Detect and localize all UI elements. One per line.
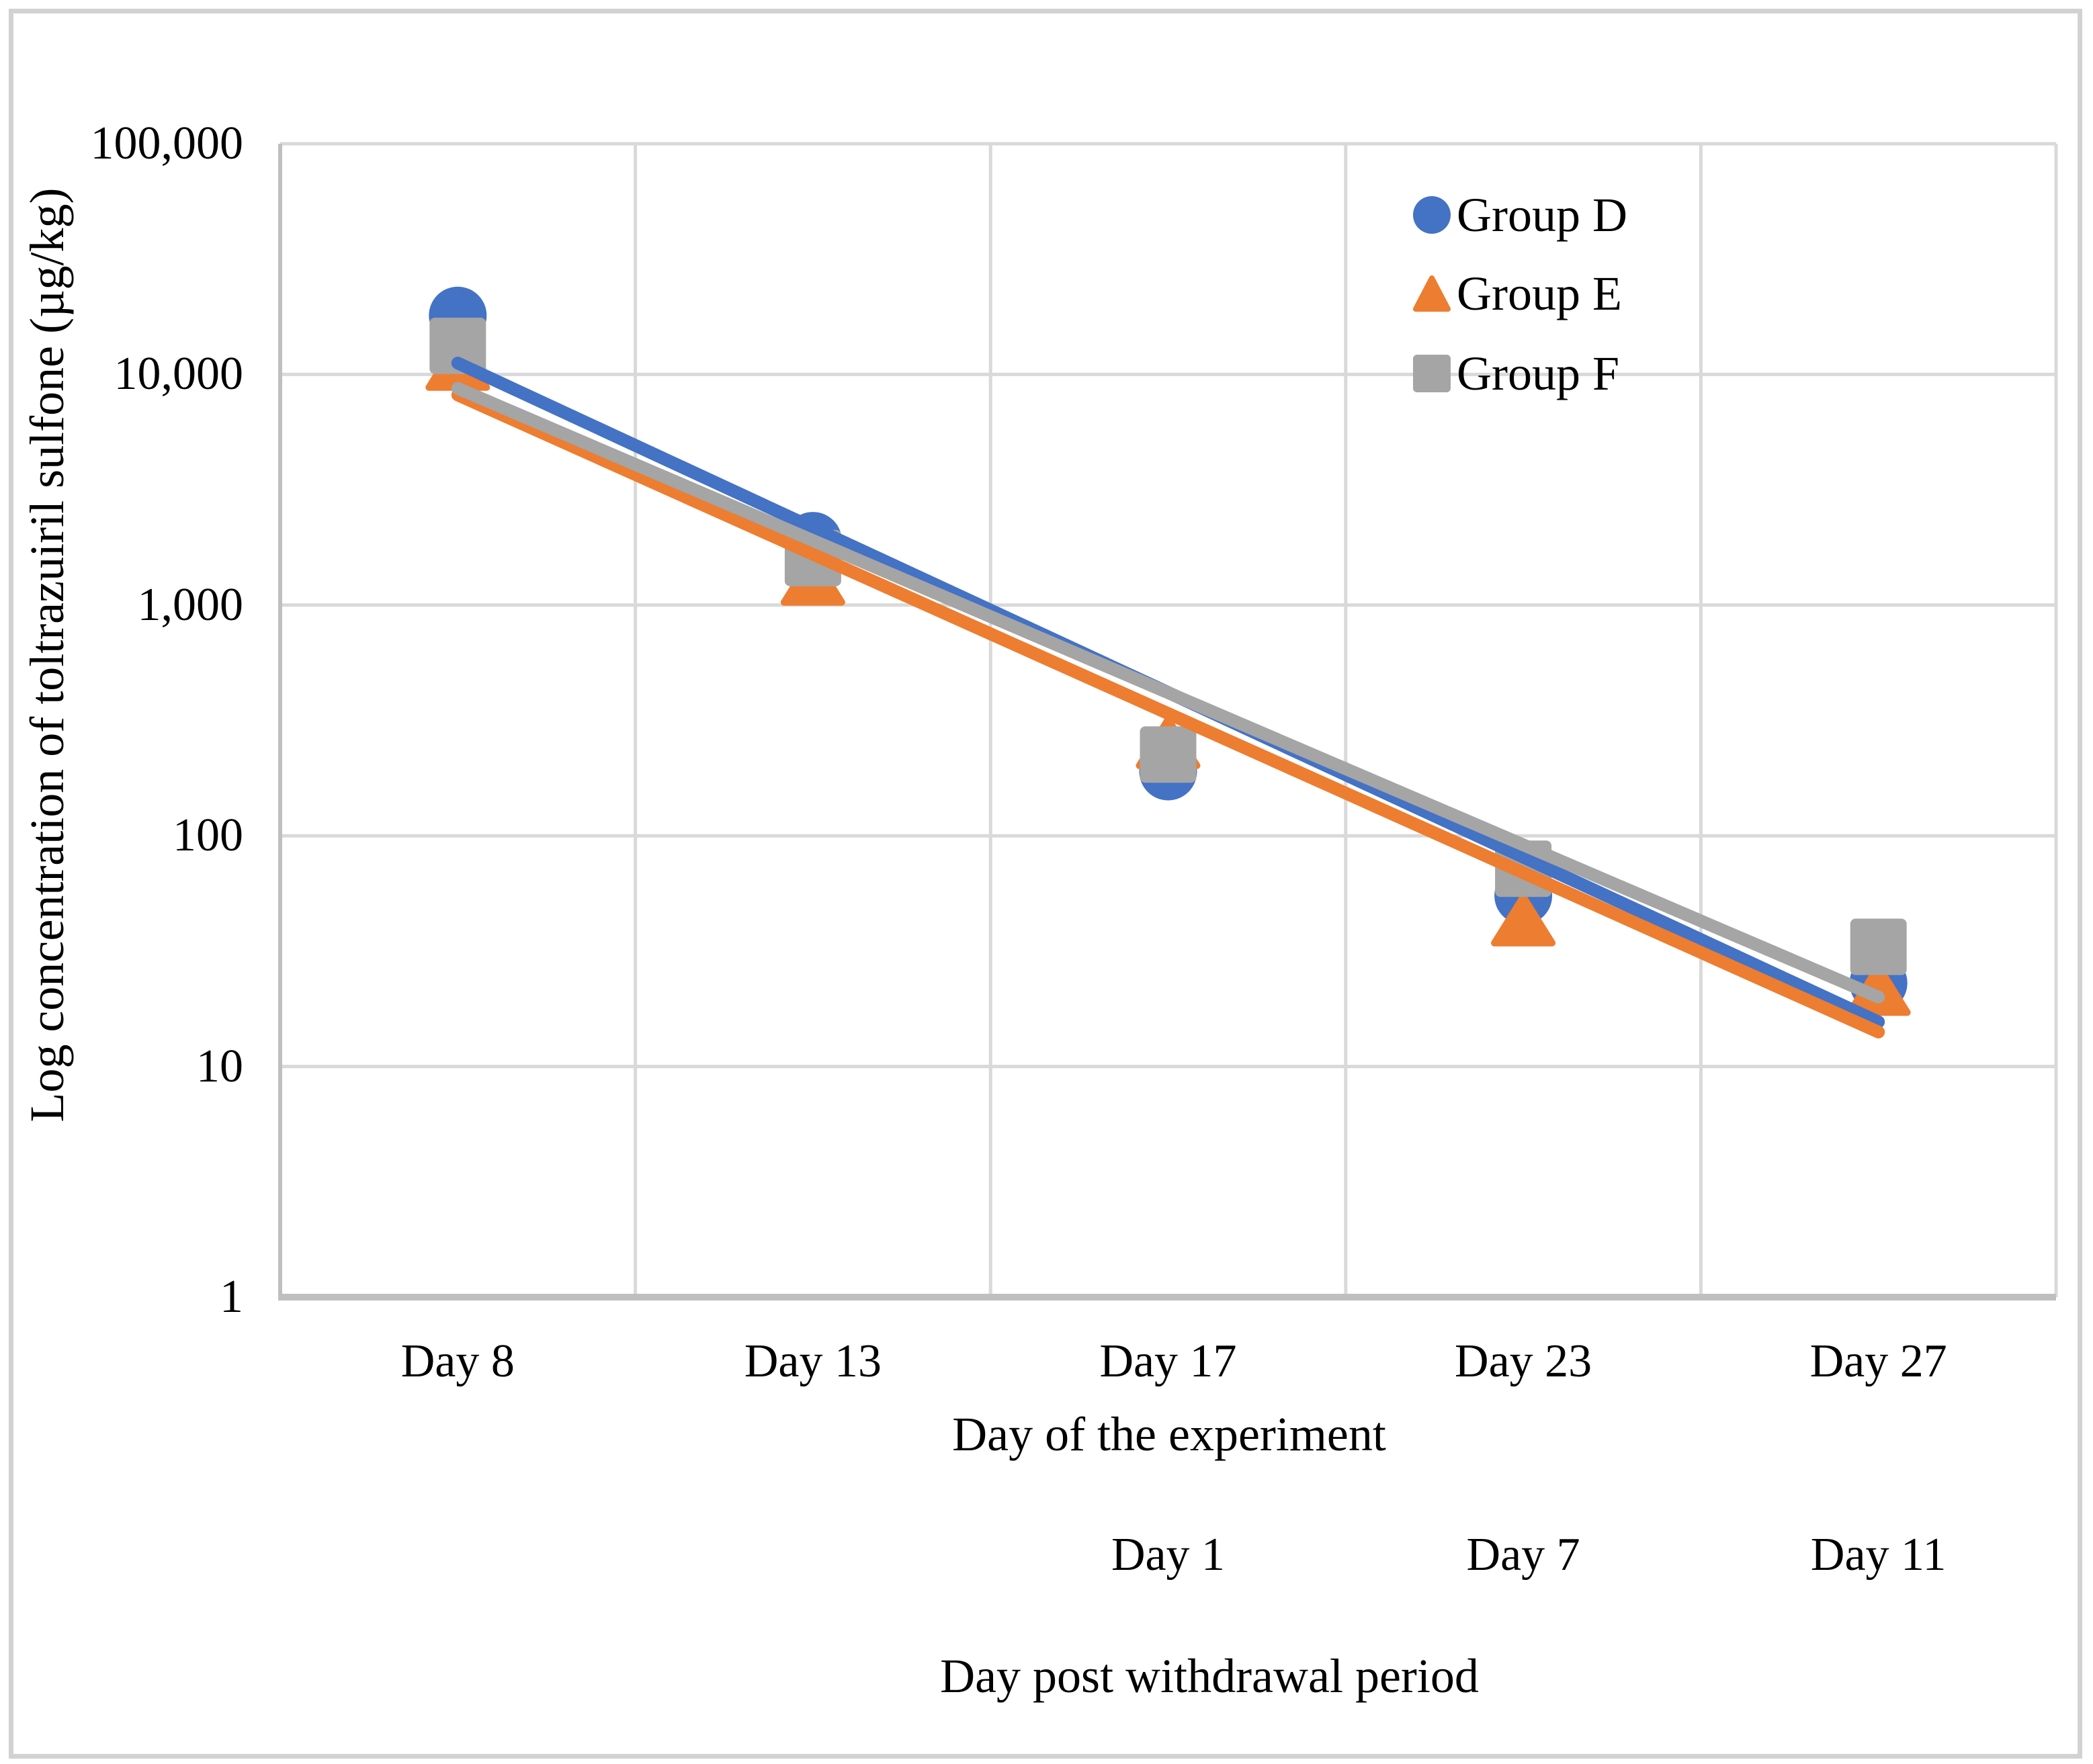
legend-circle-icon — [1413, 196, 1451, 234]
x-secondary-tick-label: Day 1 — [1111, 1529, 1226, 1581]
x-tick-label: Day 23 — [1455, 1335, 1592, 1387]
marker-triangle-group-e — [1491, 893, 1556, 946]
x-secondary-tick-label: Day 7 — [1466, 1529, 1580, 1581]
y-tick-label: 1 — [220, 1271, 243, 1323]
secondary-x-axis-title: Day post withdrawal period — [940, 1649, 1479, 1703]
trendline-group-e — [451, 388, 1885, 1039]
marker-square-group-f — [1140, 726, 1197, 783]
legend-marker-shape — [1413, 275, 1451, 312]
y-axis-title: Log concentration of toltrazuiril sulfon… — [20, 187, 74, 1122]
figure-border — [9, 9, 2082, 1759]
x-secondary-tick-label: Day 11 — [1810, 1529, 1947, 1581]
x-tick-label: Day 17 — [1099, 1335, 1237, 1387]
y-tick-label: 100,000 — [90, 118, 244, 169]
legend-item-group-e: Group E — [1412, 267, 1622, 320]
x-tick-label: Day 8 — [400, 1335, 515, 1387]
legend-label: Group E — [1457, 267, 1622, 320]
marker-square-group-f — [429, 317, 486, 374]
legend-label: Group D — [1457, 188, 1627, 242]
legend-triangle-icon — [1413, 275, 1451, 312]
x-tick-label: Day 13 — [744, 1335, 882, 1387]
legend-marker-shape — [1413, 355, 1451, 392]
trendline-group-f — [451, 382, 1885, 1004]
legend-square-icon — [1413, 355, 1451, 392]
x-axis-title: Day of the experiment — [952, 1407, 1386, 1461]
y-tick-label: 10,000 — [114, 348, 244, 400]
legend-item-group-f: Group F — [1412, 347, 1619, 400]
legend-label: Group F — [1457, 347, 1620, 400]
marker-square-group-f — [1850, 918, 1907, 975]
legend-item-group-d: Group D — [1412, 188, 1627, 242]
y-tick-label: 100 — [173, 809, 243, 862]
x-tick-label: Day 27 — [1809, 1335, 1947, 1387]
y-tick-label: 10 — [196, 1040, 243, 1092]
y-tick-label: 1,000 — [137, 578, 244, 631]
legend-marker-shape — [1413, 196, 1451, 234]
